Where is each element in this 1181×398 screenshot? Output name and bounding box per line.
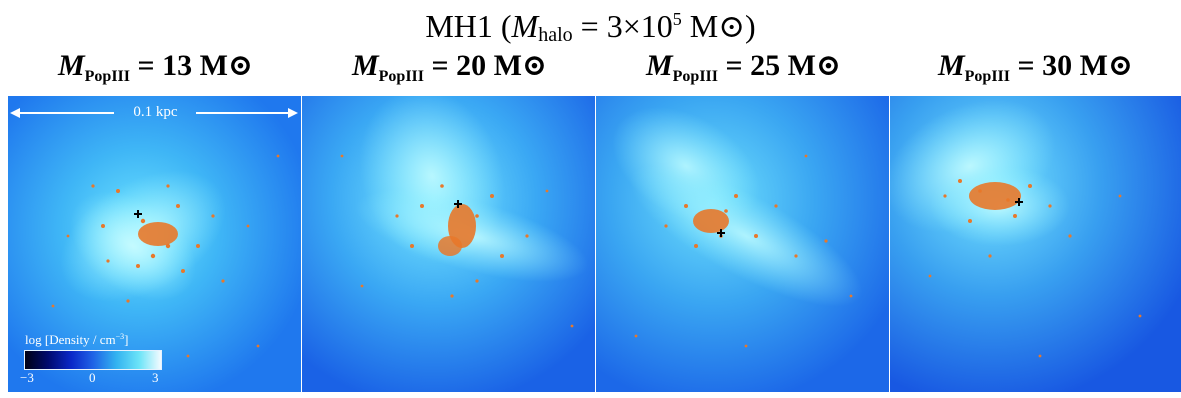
stellar-particles	[340, 154, 574, 328]
panel-title-value: = 30 M⊙	[1010, 49, 1134, 82]
central-star-marker	[134, 210, 142, 218]
central-star-marker	[1015, 198, 1023, 206]
panel-title-symbol: M	[351, 49, 379, 82]
central-star-marker	[454, 200, 462, 208]
panel-title-sub: PopIII	[378, 68, 424, 85]
panel-title-symbol: M	[57, 49, 85, 82]
panel-title-value: = 25 M⊙	[718, 49, 842, 82]
density-map-panel-4	[890, 96, 1181, 392]
stellar-particles	[634, 154, 853, 348]
panel-title-4: MPopIII = 30 M⊙	[890, 44, 1181, 88]
density-map-image	[302, 96, 595, 392]
panel-title-symbol: M	[937, 49, 965, 82]
scale-bar-arrow	[10, 108, 298, 118]
panel-title-3: MPopIII = 25 M⊙	[596, 44, 891, 88]
scale-bar-label: 0.1 kpc	[133, 104, 178, 120]
density-map-image	[8, 96, 301, 392]
panel-title-value: = 20 M⊙	[424, 49, 548, 82]
title-mhalo-sub: halo	[538, 24, 573, 46]
colorbar-title-exponent: −3	[115, 332, 125, 341]
scale-bar: 0.1 kpc	[8, 96, 301, 126]
stellar-particles	[51, 154, 280, 358]
title-mhalo-exponent: 5	[672, 9, 682, 29]
density-map-panel-1: 0.1 kpc	[8, 96, 301, 392]
title-mhalo-value: = 3×10	[572, 8, 673, 44]
colorbar-tick-max: 3	[152, 370, 159, 385]
colorbar-tick-mid: 0	[89, 370, 96, 385]
central-star-marker	[717, 229, 725, 237]
stellar-particles	[928, 179, 1142, 358]
title-prefix: MH1 (	[425, 8, 512, 44]
density-map-image	[596, 96, 889, 392]
colorbar-title: log [Density / cm−3]	[25, 332, 129, 348]
panel-title-sub: PopIII	[672, 68, 718, 85]
density-map-panel-2	[302, 96, 595, 392]
figure-title: MH1 (Mhalo = 3×105 M⊙)	[0, 0, 1181, 46]
title-mhalo-symbol: M	[511, 8, 539, 44]
panel-title-sub: PopIII	[84, 68, 130, 85]
colorbar-title-text: log [Density / cm	[25, 332, 116, 347]
colorbar-gradient	[24, 350, 162, 370]
colorbar: log [Density / cm−3] −3 0 3	[20, 332, 164, 388]
density-map-panel-3	[596, 96, 889, 392]
colorbar-title-close: ]	[124, 332, 129, 347]
panel-title-2: MPopIII = 20 M⊙	[302, 44, 597, 88]
panel-title-value: = 13 M⊙	[130, 49, 254, 82]
panel-title-symbol: M	[645, 49, 673, 82]
panel-title-sub: PopIII	[964, 68, 1010, 85]
density-map-image	[890, 96, 1181, 392]
panel-title-1: MPopIII = 13 M⊙	[8, 44, 303, 88]
colorbar-tick-min: −3	[20, 370, 34, 385]
title-suffix: M⊙)	[681, 8, 756, 44]
